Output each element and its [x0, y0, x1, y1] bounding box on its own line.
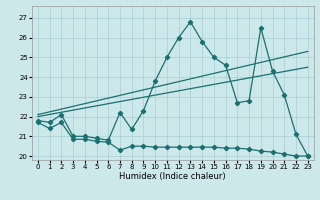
X-axis label: Humidex (Indice chaleur): Humidex (Indice chaleur) — [119, 172, 226, 181]
